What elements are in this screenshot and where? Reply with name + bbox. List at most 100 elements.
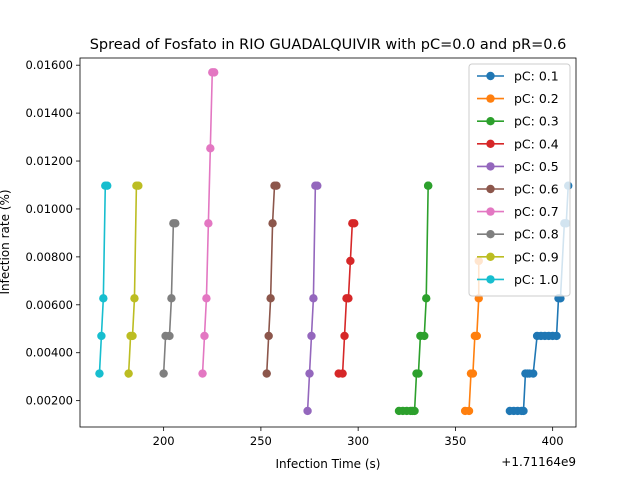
data-point [410, 406, 419, 416]
data-point [206, 144, 215, 153]
data-point [134, 181, 143, 190]
legend-item: pC: 0.9 [477, 249, 559, 264]
legend-label: pC: 0.2 [514, 91, 559, 106]
series-pc-1-0 [95, 181, 112, 378]
legend-marker-icon [486, 117, 495, 126]
legend-item: pC: 1.0 [477, 272, 559, 287]
y-tick-label: 0.00800 [25, 250, 73, 264]
data-point [95, 369, 104, 378]
series-pc-0-1 [505, 181, 573, 416]
series-pc-0-9 [124, 181, 143, 378]
legend-label: pC: 0.3 [514, 114, 559, 129]
data-point [344, 294, 353, 303]
data-point [204, 219, 213, 228]
data-point [303, 406, 312, 416]
data-point [103, 181, 112, 190]
legend: pC: 0.1 pC: 0.2 pC: 0.3 pC: 0.4 pC: 0.5 pC: 0… [468, 63, 571, 297]
x-axis-label: Infection Time (s) [276, 457, 381, 471]
data-point [468, 369, 478, 378]
legend-item: pC: 0.3 [477, 114, 559, 129]
data-point [519, 406, 528, 416]
data-point [262, 369, 271, 378]
legend-marker-icon [486, 139, 495, 148]
series-lines [95, 68, 573, 416]
y-axis-ticks: 0.00200 0.00400 0.00600 0.00800 0.01000 0.012… [25, 58, 80, 408]
legend-label: pC: 0.6 [514, 182, 559, 197]
y-axis-label: Infection rate (%) [0, 189, 12, 294]
x-axis-offset-label: +1.71164e9 [501, 455, 576, 469]
data-point [423, 181, 433, 190]
legend-marker-icon [486, 252, 495, 261]
legend-marker-icon [486, 275, 495, 284]
y-tick-label: 0.01000 [25, 202, 73, 216]
x-tick-label: 400 [542, 434, 564, 448]
chart-title: Spread of Fosfato in RIO GUADALQUIVIR wi… [90, 37, 567, 53]
data-point [97, 331, 106, 341]
data-point [422, 294, 431, 303]
y-tick-label: 0.01600 [25, 58, 73, 72]
legend-label: pC: 0.1 [514, 69, 559, 84]
data-point [340, 331, 349, 341]
legend-label: pC: 0.8 [514, 227, 559, 242]
data-point [272, 181, 281, 190]
series-pc-0-7 [198, 68, 219, 378]
legend-item: pC: 0.2 [477, 91, 559, 106]
data-point [414, 369, 423, 378]
x-tick-label: 200 [153, 434, 175, 448]
data-point [165, 331, 174, 341]
data-point [128, 331, 137, 341]
legend-marker-icon [486, 207, 495, 216]
legend-item: pC: 0.5 [477, 159, 559, 174]
data-point [305, 369, 314, 378]
plot-area-frame [79, 57, 577, 428]
data-point [472, 331, 481, 341]
series-pc-0-5 [303, 181, 322, 416]
y-tick-label: 0.00200 [25, 394, 73, 408]
data-point [210, 68, 219, 77]
series-pc-0-8 [159, 219, 180, 378]
legend-marker-icon [486, 162, 495, 171]
data-point [552, 331, 561, 341]
legend-item: pC: 0.1 [477, 69, 559, 84]
x-tick-label: 300 [347, 434, 369, 448]
x-tick-label: 250 [250, 434, 272, 448]
legend-marker-icon [486, 184, 495, 194]
data-point [313, 181, 322, 190]
data-point [264, 331, 273, 341]
data-point [202, 294, 211, 303]
data-point [420, 331, 429, 341]
legend-label: pC: 0.4 [514, 136, 559, 151]
legend-item: pC: 0.8 [477, 227, 559, 242]
data-point [198, 369, 207, 378]
data-point [464, 406, 474, 416]
data-point [171, 219, 180, 228]
y-tick-label: 0.01400 [25, 106, 73, 120]
data-point [124, 369, 133, 378]
x-tick-label: 350 [444, 434, 466, 448]
data-point [130, 294, 139, 303]
legend-marker-icon [486, 230, 495, 239]
data-point [200, 331, 209, 341]
legend-item: pC: 0.6 [477, 182, 559, 197]
data-point [99, 294, 108, 303]
series-pc-0-6 [262, 181, 281, 378]
y-tick-label: 0.01200 [25, 154, 73, 168]
data-point [266, 294, 275, 303]
series-pc-0-4 [334, 219, 359, 378]
data-point [307, 331, 316, 341]
data-point [529, 369, 538, 378]
series-pc-0-3 [394, 181, 433, 416]
series-line [465, 260, 480, 412]
legend-item: pC: 0.4 [477, 136, 559, 151]
data-point [159, 369, 168, 378]
legend-marker-icon [486, 71, 495, 81]
legend-marker-icon [486, 94, 495, 103]
data-point [346, 256, 355, 266]
y-tick-label: 0.00400 [25, 346, 73, 360]
legend-label: pC: 1.0 [514, 272, 559, 287]
y-tick-label: 0.00600 [25, 298, 73, 312]
x-axis-ticks: 200 250 300 350 400 [153, 427, 564, 448]
legend-label: pC: 0.7 [514, 204, 559, 219]
data-point [350, 219, 359, 228]
